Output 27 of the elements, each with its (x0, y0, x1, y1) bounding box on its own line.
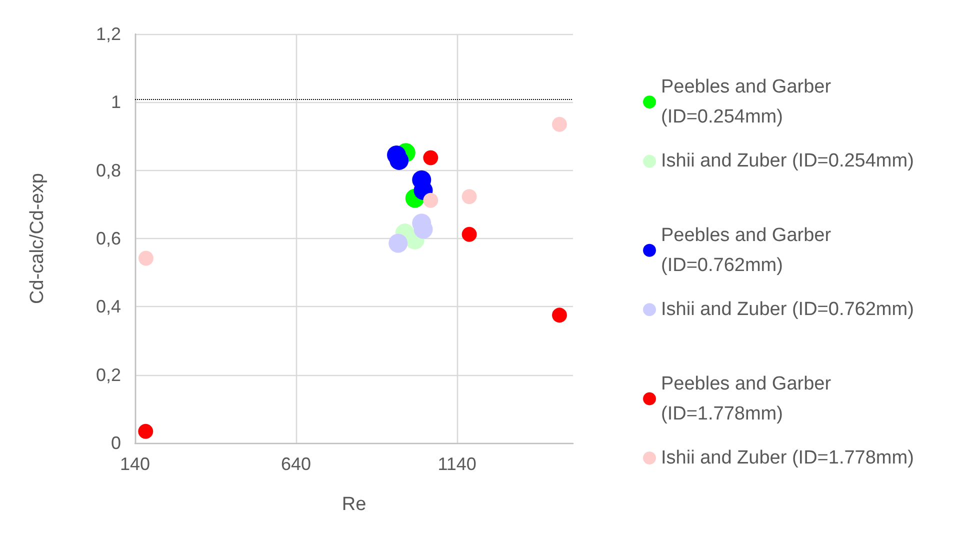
point (462, 226, 477, 242)
legend-label: Ishii and Zuber (ID=0.762mm) (661, 299, 914, 320)
y-tick-label: 0,8 (96, 160, 121, 180)
point (552, 116, 567, 132)
y-tick-label: 1 (110, 92, 121, 112)
legend-label: Ishii and Zuber (ID=0.254mm) (661, 150, 914, 172)
y-tick-label: 1,2 (96, 24, 121, 44)
y-tick-label: 0,6 (96, 228, 121, 248)
legend-label: Ishii and Zuber (ID=1.778mm) (661, 448, 914, 468)
point (552, 308, 567, 323)
x-tick-label: 1140 (438, 454, 476, 474)
point (423, 150, 438, 166)
legend-label: Peebles and Garber (ID=1.778mm) (661, 373, 836, 424)
x-tick-label: 640 (281, 454, 312, 474)
y-axis-title: Cd-calc/Cd-exp (27, 173, 48, 304)
legend-label: Peebles and Garber (ID=0.254mm) (661, 76, 836, 128)
point (138, 424, 154, 439)
y-tick-label: 0 (110, 433, 121, 453)
point (462, 189, 477, 204)
point (388, 234, 408, 253)
legend-label: Peebles and Garber (ID=0.762mm) (661, 224, 836, 276)
point (138, 250, 154, 266)
y-tick-label: 0,2 (96, 364, 121, 385)
point (423, 192, 438, 208)
y-tick-label: 0,4 (96, 296, 121, 317)
x-axis-title: Re (342, 494, 366, 515)
x-tick-label: 140 (120, 454, 150, 474)
